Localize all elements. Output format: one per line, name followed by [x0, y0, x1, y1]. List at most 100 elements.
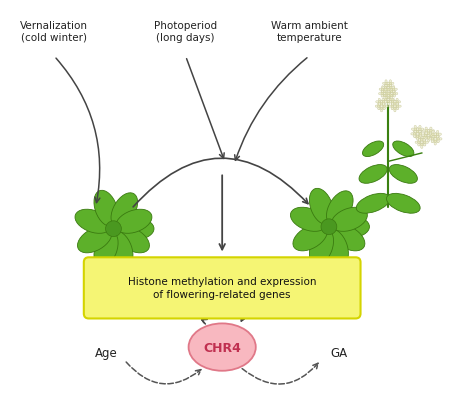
Ellipse shape — [388, 91, 391, 93]
Ellipse shape — [420, 141, 423, 145]
Ellipse shape — [425, 131, 428, 133]
Ellipse shape — [428, 135, 430, 138]
Ellipse shape — [392, 86, 395, 89]
Ellipse shape — [428, 140, 430, 142]
Ellipse shape — [432, 131, 434, 134]
Ellipse shape — [384, 93, 386, 96]
Ellipse shape — [384, 95, 386, 97]
Ellipse shape — [430, 133, 432, 135]
Ellipse shape — [420, 137, 423, 139]
Ellipse shape — [432, 131, 435, 133]
Ellipse shape — [414, 129, 417, 131]
Ellipse shape — [422, 135, 425, 138]
Ellipse shape — [385, 93, 388, 95]
Ellipse shape — [414, 131, 417, 133]
Ellipse shape — [390, 89, 392, 92]
Ellipse shape — [419, 129, 421, 131]
Ellipse shape — [383, 95, 385, 97]
Ellipse shape — [387, 83, 390, 85]
Ellipse shape — [437, 138, 439, 141]
Ellipse shape — [424, 135, 427, 138]
Ellipse shape — [385, 106, 388, 108]
Ellipse shape — [428, 133, 430, 135]
Ellipse shape — [387, 85, 389, 88]
Ellipse shape — [391, 95, 392, 97]
Ellipse shape — [391, 89, 392, 91]
Ellipse shape — [419, 131, 421, 133]
Ellipse shape — [421, 129, 424, 131]
Ellipse shape — [387, 90, 389, 92]
Ellipse shape — [385, 101, 387, 104]
Ellipse shape — [391, 97, 392, 100]
Ellipse shape — [388, 86, 391, 89]
Ellipse shape — [420, 146, 423, 149]
Ellipse shape — [382, 91, 384, 93]
Ellipse shape — [385, 81, 387, 83]
Ellipse shape — [423, 144, 426, 146]
Ellipse shape — [321, 219, 337, 235]
Ellipse shape — [399, 106, 401, 108]
Ellipse shape — [423, 139, 426, 142]
Ellipse shape — [434, 136, 437, 138]
Ellipse shape — [385, 95, 387, 97]
Ellipse shape — [432, 134, 434, 136]
Ellipse shape — [381, 104, 383, 106]
Ellipse shape — [437, 140, 439, 143]
Ellipse shape — [427, 131, 430, 133]
Ellipse shape — [386, 99, 389, 101]
Ellipse shape — [378, 103, 381, 106]
Ellipse shape — [396, 108, 399, 110]
Ellipse shape — [385, 93, 387, 95]
Ellipse shape — [381, 101, 383, 104]
Ellipse shape — [390, 85, 392, 88]
Ellipse shape — [396, 103, 398, 106]
Ellipse shape — [379, 93, 381, 95]
Ellipse shape — [417, 136, 419, 138]
Ellipse shape — [431, 136, 434, 138]
Ellipse shape — [392, 99, 394, 102]
Ellipse shape — [381, 106, 383, 108]
Ellipse shape — [116, 210, 152, 234]
Ellipse shape — [431, 140, 434, 143]
Ellipse shape — [396, 104, 399, 106]
Text: CHR4: CHR4 — [203, 341, 241, 354]
Ellipse shape — [378, 106, 380, 108]
Ellipse shape — [416, 129, 419, 131]
Ellipse shape — [398, 102, 401, 104]
Ellipse shape — [385, 90, 387, 92]
Ellipse shape — [388, 93, 390, 95]
Ellipse shape — [389, 83, 392, 85]
Ellipse shape — [411, 129, 414, 131]
Ellipse shape — [428, 138, 431, 141]
Ellipse shape — [397, 108, 399, 110]
Ellipse shape — [389, 102, 392, 104]
Ellipse shape — [429, 133, 432, 135]
Ellipse shape — [392, 88, 394, 90]
Ellipse shape — [391, 91, 392, 93]
Ellipse shape — [386, 93, 389, 95]
Ellipse shape — [383, 103, 385, 106]
Ellipse shape — [421, 142, 424, 144]
Ellipse shape — [386, 89, 388, 91]
Ellipse shape — [391, 83, 394, 85]
Ellipse shape — [424, 142, 426, 144]
Ellipse shape — [392, 89, 395, 91]
Ellipse shape — [389, 97, 392, 99]
Ellipse shape — [413, 131, 416, 134]
Ellipse shape — [431, 138, 434, 141]
Ellipse shape — [434, 138, 437, 141]
Ellipse shape — [434, 134, 437, 136]
Ellipse shape — [383, 104, 385, 106]
Text: Photoperiod
(long days): Photoperiod (long days) — [154, 21, 217, 43]
Ellipse shape — [394, 106, 396, 108]
Ellipse shape — [387, 87, 389, 90]
Ellipse shape — [431, 141, 434, 143]
Ellipse shape — [430, 133, 433, 135]
Ellipse shape — [386, 88, 389, 90]
Ellipse shape — [417, 138, 419, 141]
Ellipse shape — [384, 97, 387, 100]
Ellipse shape — [381, 95, 384, 97]
Ellipse shape — [387, 103, 389, 106]
Ellipse shape — [384, 101, 387, 104]
Ellipse shape — [385, 83, 387, 85]
